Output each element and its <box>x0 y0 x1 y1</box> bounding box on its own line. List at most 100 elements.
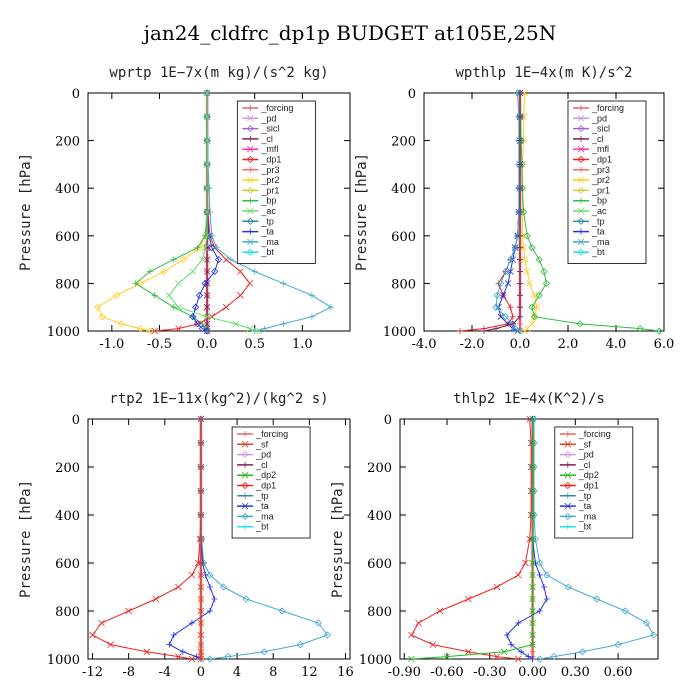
data-point <box>500 648 508 656</box>
legend-label: _cl <box>255 460 268 470</box>
data-point <box>517 256 523 263</box>
data-point <box>203 184 211 192</box>
data-point <box>151 292 158 299</box>
y-tick-label: 600 <box>391 230 416 245</box>
x-tick-label: -1.0 <box>99 337 124 352</box>
data-point <box>143 648 151 656</box>
x-tick-label: 0.0 <box>510 337 531 352</box>
legend-marker <box>577 125 585 133</box>
figure-title: jan24_cldfrc_dp1p BUDGET at105E,25N <box>142 21 556 45</box>
data-point <box>203 268 211 275</box>
data-point <box>529 487 536 495</box>
data-point <box>517 232 523 239</box>
data-point <box>536 608 543 614</box>
legend-marker <box>564 523 571 530</box>
series-line-ma <box>533 419 655 660</box>
data-point <box>170 304 177 311</box>
data-point <box>197 653 205 660</box>
data-point <box>246 280 254 287</box>
data-point <box>206 584 213 590</box>
data-point <box>543 596 550 602</box>
panel-title: rtp2 1E−11x(kg^2)/(kg^2 s) <box>109 391 328 407</box>
panel-title: wprtp 1E−7x(m kg)/(s^2 kg) <box>109 65 328 81</box>
legend-marker <box>578 135 584 142</box>
data-point <box>308 313 315 320</box>
data-point <box>576 320 584 328</box>
legend-label: _forcing <box>255 429 288 439</box>
x-tick-label: -4.0 <box>411 337 436 352</box>
y-tick-label: 1000 <box>359 653 392 668</box>
y-tick-label: 200 <box>367 461 392 476</box>
data-point <box>170 256 177 263</box>
legend-label: _mfl <box>591 144 609 154</box>
panel-title: thlp2 1E−4x(K^2)/s <box>453 391 605 407</box>
legend-label: _bt <box>260 247 274 257</box>
data-point <box>621 607 629 615</box>
data-point <box>246 325 254 332</box>
data-point <box>146 327 154 335</box>
data-point <box>203 256 211 263</box>
x-tick-label: -0.90 <box>388 665 421 680</box>
data-point <box>529 641 536 648</box>
legend-marker <box>247 207 254 215</box>
legend-label: _sicl <box>591 124 610 134</box>
legend-marker <box>564 471 572 479</box>
legend-marker <box>564 481 572 490</box>
data-point <box>518 160 526 168</box>
data-point <box>203 327 211 335</box>
data-point <box>125 607 132 615</box>
legend-label: _pd <box>591 113 607 123</box>
data-point <box>206 209 213 215</box>
data-point <box>536 559 544 567</box>
data-point <box>529 619 536 627</box>
legend-marker <box>577 207 585 215</box>
data-point <box>296 641 304 649</box>
legend-marker <box>246 248 254 256</box>
data-point <box>509 320 516 327</box>
data-point <box>194 559 202 567</box>
data-point <box>199 256 206 263</box>
x-tick-label: -0.5 <box>147 337 172 352</box>
legend-label: _sf <box>578 439 592 449</box>
data-point <box>481 328 487 334</box>
legend-label: _ma <box>591 237 610 247</box>
data-point <box>165 292 173 299</box>
data-point <box>197 415 205 423</box>
legend-marker <box>246 155 254 164</box>
legend-label: _pd <box>260 113 276 123</box>
legend-label: _bt <box>591 247 605 257</box>
data-point <box>650 631 658 639</box>
y-tick-label: 1000 <box>47 325 80 340</box>
y-tick-label: 200 <box>391 135 416 150</box>
y-tick-label: 800 <box>55 605 80 620</box>
legend-marker <box>247 238 254 246</box>
data-point <box>564 583 572 591</box>
data-point <box>457 328 463 334</box>
data-point <box>535 291 543 299</box>
data-point <box>540 267 548 276</box>
series-line-bp <box>519 92 660 332</box>
data-point <box>211 267 219 276</box>
data-point <box>278 607 286 615</box>
data-point <box>528 303 536 311</box>
data-point <box>188 620 195 626</box>
data-point <box>197 641 205 648</box>
plot-frame <box>399 418 659 660</box>
data-point <box>511 325 519 333</box>
legend-label: _tp <box>578 491 592 501</box>
data-point <box>203 232 211 240</box>
data-point <box>206 608 213 614</box>
data-point <box>499 292 507 299</box>
data-point <box>655 327 663 335</box>
panel-1: wprtp 1E−7x(m kg)/(s^2 kg) Pressure [hPa]… <box>18 65 351 352</box>
data-point <box>525 653 532 660</box>
y-tick-label: 400 <box>391 182 416 197</box>
data-point <box>517 292 523 299</box>
y-axis-label: Pressure [hPa] <box>18 153 34 271</box>
data-point <box>509 313 516 320</box>
data-point <box>98 313 106 321</box>
data-point <box>578 648 587 656</box>
data-point <box>522 559 529 567</box>
data-point <box>203 313 211 321</box>
data-point <box>550 653 558 661</box>
